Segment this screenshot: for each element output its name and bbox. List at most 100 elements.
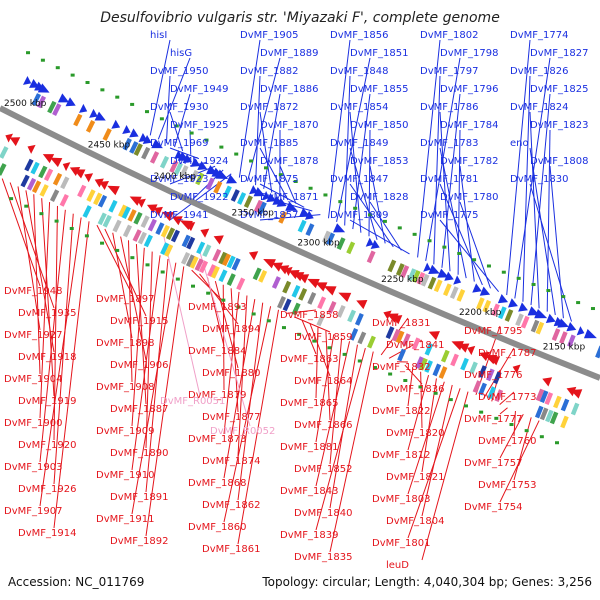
reverse-gene-label[interactable]: DvMF_1863 [280,354,338,365]
forward-gene-label[interactable]: DvMF_1922 [170,192,228,203]
reverse-gene-label[interactable]: DvMF_1880 [202,368,260,379]
reverse-gene-label[interactable]: DvMF_1927 [4,330,62,341]
forward-gene-label[interactable]: DvMF_1824 [510,102,568,113]
forward-gene-label[interactable]: DvMF_1780 [440,192,498,203]
reverse-gene-label[interactable]: DvMF_1777 [464,414,522,425]
reverse-gene-label[interactable]: DvMF_1821 [386,472,444,483]
forward-gene-label[interactable]: DvMF_1950 [150,66,208,77]
forward-gene-label[interactable]: DvMF_1784 [440,120,498,131]
reverse-gene-label[interactable]: DvMF_1868 [188,478,246,489]
reverse-gene-label[interactable]: DvMF_1884 [188,346,246,357]
forward-gene-label[interactable]: DvMF_1941 [150,210,208,221]
reverse-gene-label[interactable]: DvMF_1892 [110,536,168,547]
reverse-gene-label[interactable]: DvMF_1804 [386,516,444,527]
reverse-gene-label[interactable]: DvMF_1926 [18,484,76,495]
reverse-gene-label[interactable]: DvMF_1858 [280,310,338,321]
forward-gene-label[interactable]: DvMF_1848 [330,66,388,77]
reverse-gene-label[interactable]: DvMF_1753 [478,480,536,491]
reverse-gene-label[interactable]: DvMF_1893 [188,302,246,313]
forward-gene-label[interactable]: DvMF_1925 [170,120,228,131]
forward-gene-label[interactable]: DvMF_1796 [440,84,498,95]
reverse-gene-label[interactable]: DvMF_1904 [4,374,62,385]
reverse-gene-label[interactable]: DvMF_1935 [18,308,76,319]
forward-gene-label[interactable]: DvMF_1872 [240,102,298,113]
forward-gene-label[interactable]: DvMF_1871 [260,192,318,203]
forward-gene-label[interactable]: DvMF_1847 [330,174,388,185]
reverse-gene-label[interactable]: DvMF_1812 [372,450,430,461]
forward-gene-label[interactable]: DvMF_1930 [150,102,208,113]
reverse-gene-label[interactable]: DvMF_1908 [96,382,154,393]
reverse-gene-label[interactable]: DvMF_1839 [280,530,338,541]
reverse-gene-label[interactable]: DvMF_1909 [96,426,154,437]
reverse-gene-label[interactable]: DvMF_1866 [294,420,352,431]
reverse-gene-label[interactable]: leuD [386,560,409,571]
reverse-gene-label[interactable]: DvMF_1948 [4,286,62,297]
reverse-gene-label[interactable]: DvMF_1840 [294,508,352,519]
reverse-gene-label[interactable]: DvMF_1795 [464,326,522,337]
forward-gene-label[interactable]: DvMF_1783 [420,138,478,149]
forward-gene-label[interactable]: DvMF_1889 [260,48,318,59]
reverse-gene-label[interactable]: DvMF_1787 [478,348,536,359]
forward-gene-label[interactable]: DvMF_1878 [260,156,318,167]
reverse-gene-label[interactable]: DvMF_1841 [386,340,444,351]
forward-gene-label[interactable]: DvMF_1969 [150,138,208,149]
forward-gene-label[interactable]: DvMF_1775 [420,210,478,221]
forward-gene-label[interactable]: DvMF_1827 [530,48,588,59]
reverse-gene-label[interactable]: DvMF_1801 [372,538,430,549]
reverse-gene-label[interactable]: DvMF_1831 [372,318,430,329]
forward-gene-label[interactable]: DvMF_1802 [420,30,478,41]
reverse-gene-label[interactable]: DvMF_1865 [280,398,338,409]
forward-gene-label[interactable]: DvMF_1825 [530,84,588,95]
reverse-gene-label[interactable]: DvMF_1890 [110,448,168,459]
forward-gene-label[interactable]: DvMF_1809 [330,210,388,221]
forward-gene-label[interactable]: DvMF_1782 [440,156,498,167]
reverse-gene-label[interactable]: DvMF_1754 [464,502,522,513]
reverse-gene-label[interactable]: DvMF_1859 [294,332,352,343]
reverse-gene-label[interactable]: DvMF_1911 [96,514,154,525]
forward-gene-label[interactable]: DvMF_1856 [330,30,388,41]
forward-gene-label[interactable]: DvMF_1798 [440,48,498,59]
forward-gene-label[interactable]: DvMF_1808 [530,156,588,167]
rna-gene-label[interactable]: DvMF_R0051 [160,396,225,407]
reverse-gene-label[interactable]: DvMF_1822 [372,406,430,417]
forward-gene-label[interactable]: DvMF_1905 [240,30,298,41]
reverse-gene-label[interactable]: DvMF_1820 [386,428,444,439]
forward-gene-label[interactable]: DvMF_1870 [260,120,318,131]
reverse-gene-label[interactable]: DvMF_1864 [294,376,352,387]
forward-gene-label[interactable]: DvMF_1886 [260,84,318,95]
forward-gene-label[interactable]: DvMF_1924 [170,156,228,167]
reverse-gene-label[interactable]: DvMF_1920 [18,440,76,451]
reverse-gene-label[interactable]: DvMF_1757 [464,458,522,469]
forward-gene-label[interactable]: DvMF_1830 [510,174,568,185]
reverse-gene-label[interactable]: DvMF_1773 [478,392,536,403]
reverse-gene-label[interactable]: DvMF_1903 [4,462,62,473]
reverse-gene-label[interactable]: DvMF_1898 [96,338,154,349]
forward-gene-label[interactable]: DvMF_1823 [530,120,588,131]
reverse-gene-label[interactable]: DvMF_1760 [478,436,536,447]
forward-gene-label[interactable]: DvMF_1774 [510,30,568,41]
reverse-gene-label[interactable]: DvMF_1897 [96,294,154,305]
reverse-gene-label[interactable]: DvMF_1887 [110,404,168,415]
reverse-gene-label[interactable]: DvMF_1803 [372,494,430,505]
forward-gene-label[interactable]: DvMF_1875 [240,174,298,185]
forward-gene-label[interactable]: DvMF_1882 [240,66,298,77]
reverse-gene-label[interactable]: DvMF_1874 [202,456,260,467]
forward-gene-label[interactable]: DvMF_1923 [150,174,208,185]
reverse-gene-label[interactable]: DvMF_1900 [4,418,62,429]
reverse-gene-label[interactable]: DvMF_1862 [202,500,260,511]
reverse-gene-label[interactable]: DvMF_1879 [188,390,246,401]
reverse-gene-label[interactable]: DvMF_1915 [110,316,168,327]
reverse-gene-label[interactable]: DvMF_1918 [18,352,76,363]
forward-gene-label[interactable]: DvMF_1851 [350,48,408,59]
forward-gene-label[interactable]: DvMF_1797 [420,66,478,77]
reverse-gene-label[interactable]: DvMF_1906 [110,360,168,371]
forward-gene-label[interactable]: DvMF_1854 [330,102,388,113]
forward-gene-label[interactable]: DvMF_1855 [350,84,408,95]
reverse-gene-label[interactable]: DvMF_1860 [188,522,246,533]
forward-gene-label[interactable]: DvMF_1828 [350,192,408,203]
forward-gene-label[interactable]: DvMF_1781 [420,174,478,185]
reverse-gene-label[interactable]: DvMF_1832 [372,362,430,373]
reverse-gene-label[interactable]: DvMF_1881 [280,442,338,453]
forward-gene-label[interactable]: DvMF_1826 [510,66,568,77]
rna-gene-label[interactable]: DvMF_R0052 [210,426,275,437]
